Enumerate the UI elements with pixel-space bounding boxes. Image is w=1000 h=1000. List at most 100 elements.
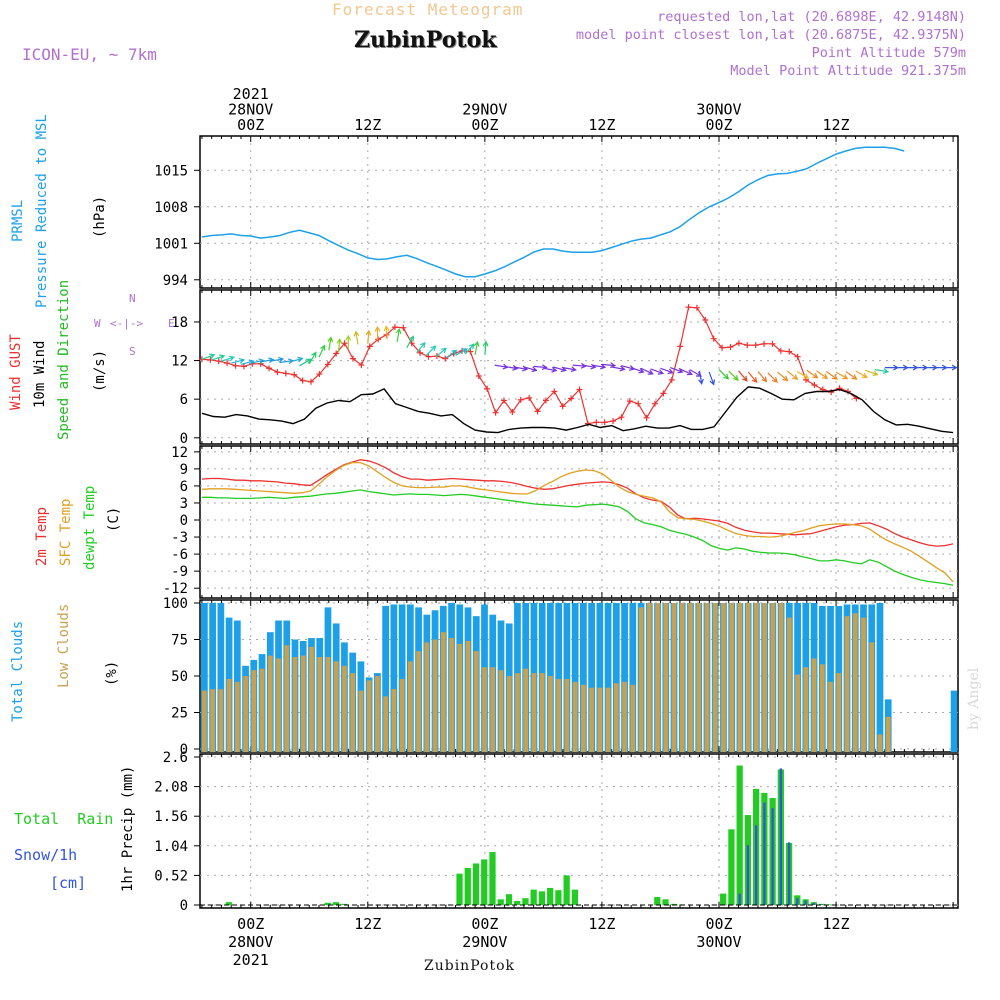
low-cloud-bar [737, 603, 743, 752]
gust-marker [224, 360, 231, 367]
top-time-label: 00Z [237, 116, 264, 134]
low-cloud-bar [671, 603, 677, 752]
wind-arrow [374, 325, 381, 340]
bottom-time-label: 28NOV [228, 933, 273, 951]
model-label: ICON-EU, ~ 7km [22, 45, 157, 64]
y-tick-label: 0 [180, 513, 188, 529]
wind-arrow [201, 353, 216, 360]
label-low-clouds: Low Clouds [56, 603, 72, 688]
gust-marker [215, 358, 222, 365]
rain-bar [225, 902, 232, 905]
gust-marker [610, 418, 617, 425]
low-cloud-bar [589, 687, 594, 752]
gust-marker [643, 414, 650, 421]
low-cloud-bar [564, 678, 570, 752]
gust-marker [710, 335, 717, 342]
total-cloud-bar [612, 603, 620, 752]
low-cloud-bar [399, 678, 405, 752]
low-cloud-bar [613, 683, 619, 752]
wind-arrow [445, 349, 458, 359]
low-cloud-bar [333, 661, 339, 752]
low-cloud-bar [828, 681, 833, 752]
wind-arrow [543, 366, 558, 373]
wind-arrow [345, 334, 352, 349]
y-tick-label: -9 [171, 564, 188, 580]
bottom-time-label: 12Z [588, 915, 615, 933]
panel-frame [199, 445, 959, 599]
wind-arrow [406, 335, 414, 348]
rain-bar [571, 889, 578, 905]
label-prmsl: PRMSL [10, 199, 26, 242]
low-cloud-bar [325, 657, 331, 752]
rain-bar [514, 901, 521, 905]
low-cloud-bar [721, 603, 726, 752]
low-cloud-bar [869, 642, 875, 752]
compass-w: W [94, 317, 101, 330]
rain-bar [728, 829, 735, 905]
total-cloud-bar [382, 605, 389, 752]
low-cloud-bar [342, 665, 347, 752]
snow-bar [755, 825, 758, 905]
low-cloud-bar [416, 651, 421, 752]
gust-marker [811, 382, 818, 389]
low-cloud-bar [407, 661, 413, 752]
low-cloud-bar [391, 689, 397, 752]
label-hpa: (hPa) [92, 195, 108, 238]
panel-0 [194, 135, 959, 289]
label-precip-mm: 1hr Precip (mm) [120, 765, 136, 892]
low-cloud-bar [276, 658, 281, 752]
low-cloud-bar [877, 734, 883, 752]
label-10m-wind: 10m Wind [32, 340, 48, 408]
wind-arrow [767, 372, 778, 383]
low-cloud-bar [729, 603, 735, 752]
y-tick-label: 75 [171, 633, 188, 649]
rain-bar [489, 852, 496, 905]
snow-bar [804, 900, 807, 905]
wind-arrow [435, 347, 447, 358]
bottom-time-label: 30NOV [696, 933, 741, 951]
low-cloud-bar [622, 681, 627, 752]
compass-s: S [129, 345, 136, 358]
y-tick-label: 18 [171, 315, 188, 331]
wind-arrow [660, 367, 674, 375]
gust-marker [702, 317, 709, 324]
gust-marker [291, 371, 298, 378]
low-cloud-bar [762, 603, 767, 752]
y-tick-label: 0 [180, 742, 188, 758]
panel-1 [194, 289, 959, 445]
y-tick-label: 1015 [154, 163, 188, 179]
label-ms: (m/s) [92, 349, 108, 392]
rain-bar [670, 903, 677, 905]
label-speed-direction: Speed and Direction [56, 279, 72, 440]
bottom-time-label: 29NOV [462, 933, 507, 951]
y-tick-label: 0 [180, 431, 188, 447]
y-tick-label: -3 [171, 530, 188, 546]
gust-marker [626, 398, 633, 405]
label-sfc-temp: SFC Temp [58, 498, 74, 566]
rain-bar [472, 863, 480, 905]
gust-marker [366, 343, 373, 350]
top-time-label: 28NOV [228, 101, 273, 119]
gust-marker [316, 371, 323, 378]
low-cloud-bar [259, 668, 265, 752]
low-cloud-bar [358, 690, 364, 752]
gust-marker [744, 342, 751, 349]
credit-watermark: by Angel [966, 667, 982, 730]
wind-arrow [845, 371, 858, 380]
point-altitude: Point Altitude 579m [811, 45, 966, 61]
gust-marker [509, 409, 516, 416]
y-tick-label: 1.04 [154, 839, 188, 855]
gust-marker [660, 390, 667, 397]
gust-marker [400, 324, 407, 331]
gust-marker [794, 353, 801, 360]
gust-marker [752, 342, 759, 349]
low-cloud-bar [819, 664, 825, 752]
wind-arrow [353, 330, 360, 345]
total-cloud-bar [563, 603, 571, 752]
closest-coords: model point closest lon,lat (20.6875E, 4… [575, 27, 966, 43]
low-cloud-bar [218, 689, 224, 752]
low-cloud-bar [317, 657, 323, 752]
wind-arrow [825, 371, 839, 380]
low-cloud-bar [440, 632, 446, 752]
